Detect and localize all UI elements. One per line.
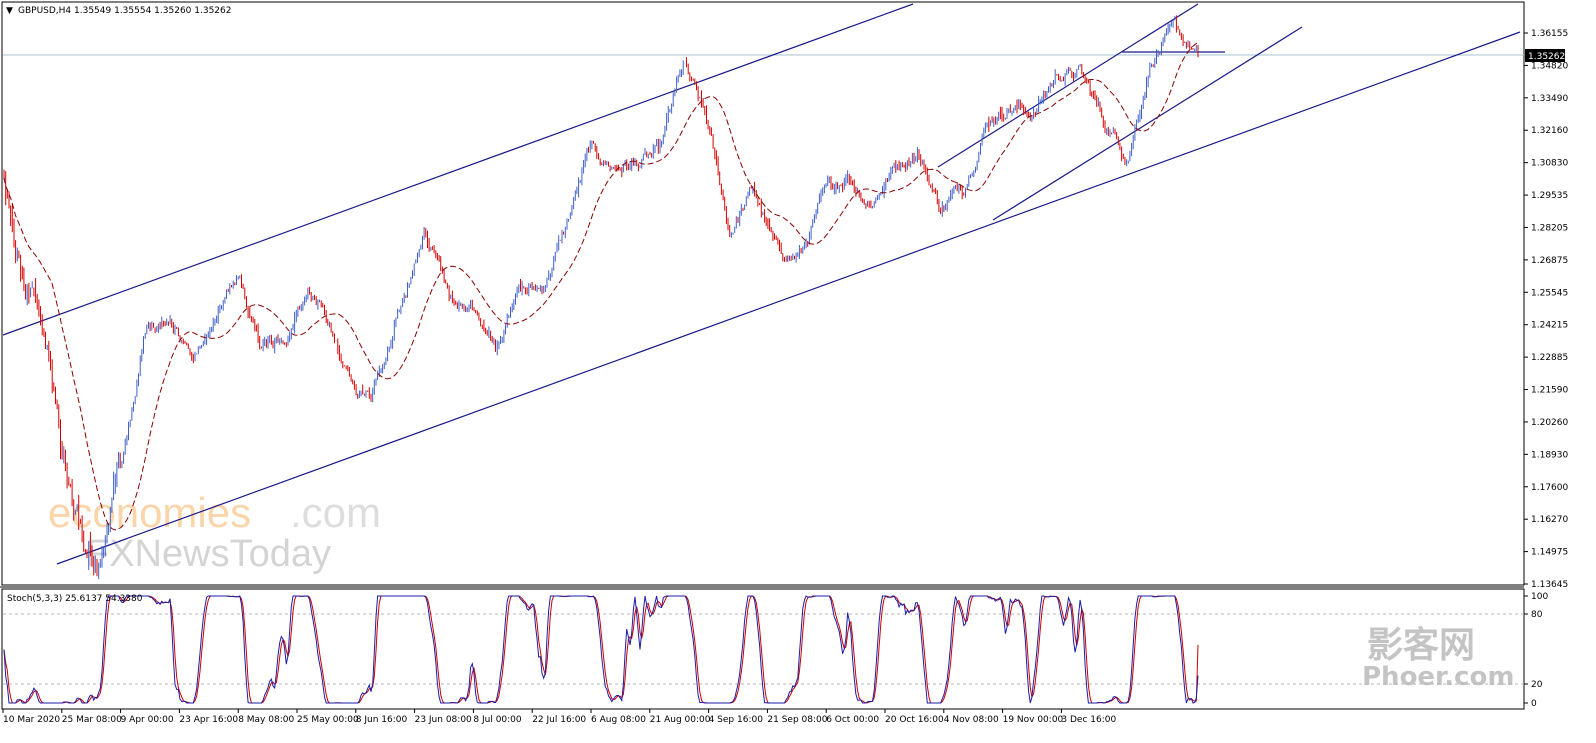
stoch-tick-label: 20 (1531, 680, 1543, 690)
watermark-economies: economies .com FXNewsToday (48, 489, 381, 575)
time-tick-label: 10 Mar 2020 (3, 715, 60, 725)
time-tick-label: 21 Aug 00:00 (650, 715, 711, 725)
time-tick-label: 3 Dec 16:00 (1061, 715, 1116, 725)
time-tick-label: 8 Jun 16:00 (356, 715, 408, 725)
time-tick-label: 6 Aug 08:00 (591, 715, 646, 725)
price-tick-label: 1.33490 (1531, 94, 1568, 104)
time-axis[interactable]: 10 Mar 2020 25 Mar 08:009 Apr 00:00 23 Apr… (2, 709, 1116, 725)
channel-upper-line (2, 3, 914, 336)
short-channel-upper (937, 3, 1199, 168)
time-tick-label: 19 Nov 00:00 (1003, 715, 1064, 725)
stoch-axis[interactable]: 100 80 20 0 (1524, 592, 1548, 709)
time-tick-label: 25 May 00:00 (297, 715, 359, 725)
symbol-info: GBPUSD,H4 1.35549 1.35554 1.35260 1.3526… (18, 6, 231, 16)
time-tick-label: 4 Nov 08:00 (944, 715, 999, 725)
price-tick-label: 1.20260 (1531, 418, 1568, 428)
short-channel-lower (992, 26, 1303, 221)
price-tick-label: 1.36155 (1531, 29, 1568, 39)
price-tick-label: 1.34820 (1531, 61, 1568, 71)
stoch-tick-label: 80 (1531, 610, 1543, 620)
time-tick-label: 23 Jun 08:00 (415, 715, 472, 725)
main-chart-frame (1, 1, 1525, 586)
time-tick-label: 8 Jul 00:00 (473, 715, 522, 725)
watermark-phoer: 影客网 Phoer.com (1362, 625, 1514, 692)
indicator-label: Stoch(5,3,3) 25.6137 54.3380 (7, 594, 143, 604)
price-tick-label: 1.29535 (1531, 191, 1568, 201)
time-tick-label: 6 Oct 00:00 (826, 715, 879, 725)
candles (3, 15, 1199, 580)
svg-text:FXNewsToday: FXNewsToday (86, 533, 331, 575)
price-tick-label: 1.22885 (1531, 353, 1568, 363)
price-tick-label: 1.26875 (1531, 256, 1568, 266)
current-price-marker: 1.35262 (1525, 49, 1565, 62)
price-tick-label: 1.25545 (1531, 288, 1568, 298)
price-tick-label: 1.17600 (1531, 483, 1568, 493)
time-tick-label: 9 Apr 00:00 (121, 715, 174, 725)
time-tick-label: 25 Mar 08:00 (62, 715, 122, 725)
time-tick-label: 20 Oct 16:00 (885, 715, 944, 725)
price-tick-label: 1.32160 (1531, 126, 1568, 136)
price-tick-label: 1.21590 (1531, 386, 1568, 396)
price-axis[interactable]: 1.36155 1.34820 1.33490 1.32160 1.30830 1.295… (1524, 29, 1568, 590)
time-tick-label: 21 Sep 08:00 (767, 715, 827, 725)
price-tick-label: 1.28205 (1531, 223, 1568, 233)
price-tick-label: 1.13645 (1531, 580, 1568, 590)
price-tick-label: 1.18930 (1531, 450, 1568, 460)
time-tick-label: 23 Apr 16:00 (179, 715, 238, 725)
moving-average-line (3, 42, 1199, 531)
price-tick-label: 1.30830 (1531, 159, 1568, 169)
price-tick-label: 1.16270 (1531, 515, 1568, 525)
time-tick-label: 22 Jul 16:00 (532, 715, 586, 725)
trendlines (2, 3, 1521, 565)
stoch-signal-line (3, 595, 1199, 704)
channel-lower-line (56, 31, 1521, 565)
time-tick-label: 8 May 08:00 (238, 715, 294, 725)
svg-text:.com: .com (290, 489, 381, 536)
svg-text:Phoer.com: Phoer.com (1362, 662, 1514, 692)
price-tick-label: 1.14975 (1531, 548, 1568, 558)
indicator-frame (1, 588, 1525, 710)
price-tick-label: 1.24215 (1531, 321, 1568, 331)
svg-text:1.35262: 1.35262 (1528, 52, 1565, 62)
stoch-tick-label: 0 (1531, 699, 1537, 709)
time-tick-label: 4 Sep 16:00 (709, 715, 764, 725)
symbol-dropdown-arrow[interactable]: ▼ (6, 6, 13, 16)
stoch-main-line (3, 595, 1199, 704)
stoch-tick-label: 100 (1531, 592, 1548, 602)
svg-text:影客网: 影客网 (1367, 625, 1475, 666)
